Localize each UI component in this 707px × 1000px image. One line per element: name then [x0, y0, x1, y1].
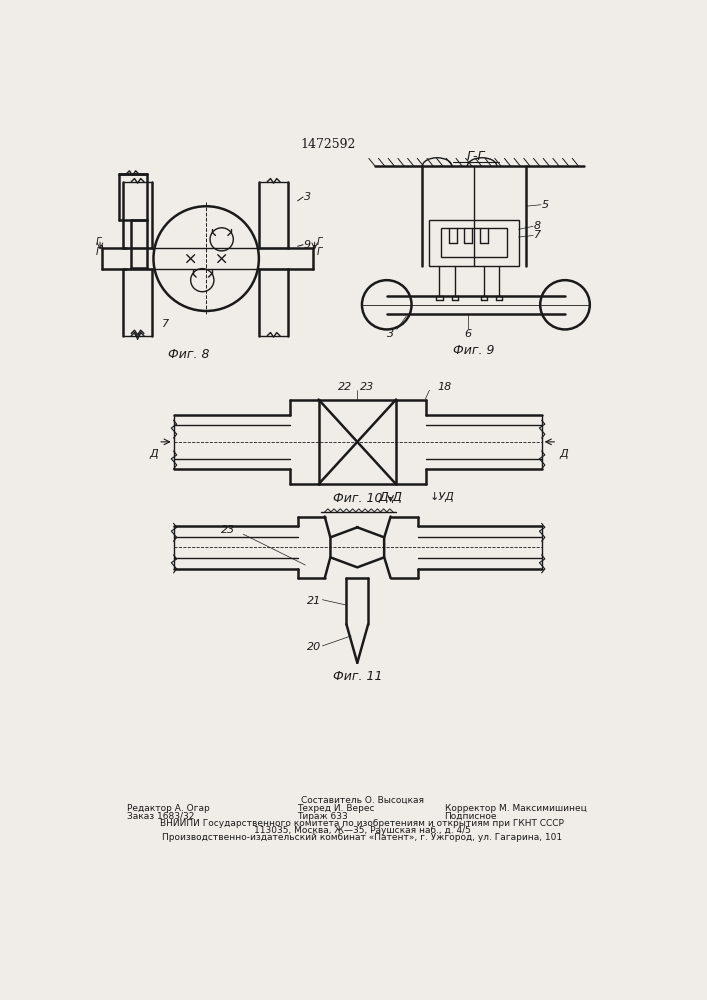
Text: ВНИИПИ Государственного комитета по изобретениям и открытиям при ГКНТ СССР: ВНИИПИ Государственного комитета по изоб… — [160, 819, 564, 828]
Text: Корректор М. Максимишинец: Корректор М. Максимишинец — [445, 804, 586, 813]
Text: Г-Г: Г-Г — [467, 150, 485, 163]
Text: Д: Д — [149, 449, 158, 459]
Text: Фиг. 8: Фиг. 8 — [168, 348, 210, 361]
Text: Г: Г — [95, 247, 101, 257]
Text: Г: Г — [317, 237, 322, 247]
Text: 113035, Москва, Ж—35, Раушская наб., д. 4/5: 113035, Москва, Ж—35, Раушская наб., д. … — [254, 826, 471, 835]
Text: Производственно-издательский комбинат «Патент», г. Ужгород, ул. Гагарина, 101: Производственно-издательский комбинат «П… — [163, 833, 562, 842]
Text: 1472592: 1472592 — [301, 138, 356, 151]
Text: 9: 9 — [304, 240, 311, 250]
Text: Фиг. 9: Фиг. 9 — [452, 344, 494, 358]
Text: Фиг. 10: Фиг. 10 — [332, 492, 382, 505]
Text: Д: Д — [560, 449, 568, 459]
Text: Составитель О. Высоцкая: Составитель О. Высоцкая — [301, 796, 423, 805]
Text: Техред И. Верес: Техред И. Верес — [297, 804, 374, 813]
Text: 3: 3 — [304, 192, 311, 202]
Text: 18: 18 — [437, 382, 451, 392]
Text: 20: 20 — [307, 642, 321, 652]
Text: Заказ 1683/32: Заказ 1683/32 — [127, 812, 194, 821]
Text: Д-Д: Д-Д — [379, 491, 402, 504]
Text: Тираж 633: Тираж 633 — [297, 812, 347, 821]
Text: 22: 22 — [338, 382, 352, 392]
Text: Подписное: Подписное — [445, 812, 497, 821]
Text: 7: 7 — [534, 231, 541, 240]
Text: 23: 23 — [360, 382, 374, 392]
Text: Г: Г — [317, 247, 322, 257]
Text: 7: 7 — [163, 319, 170, 329]
Text: Г: Г — [95, 237, 101, 247]
Text: 21: 21 — [307, 596, 321, 606]
Bar — [441, 228, 507, 257]
Text: ↓УД: ↓УД — [429, 492, 455, 502]
Text: 3: 3 — [387, 329, 395, 339]
Text: Редактор А. Огар: Редактор А. Огар — [127, 804, 209, 813]
Text: 8: 8 — [534, 221, 541, 231]
Text: Фиг. 11: Фиг. 11 — [332, 670, 382, 683]
Text: 6: 6 — [464, 329, 472, 339]
Bar — [429, 220, 518, 266]
Text: 23: 23 — [221, 525, 235, 535]
Text: 5: 5 — [542, 200, 549, 210]
